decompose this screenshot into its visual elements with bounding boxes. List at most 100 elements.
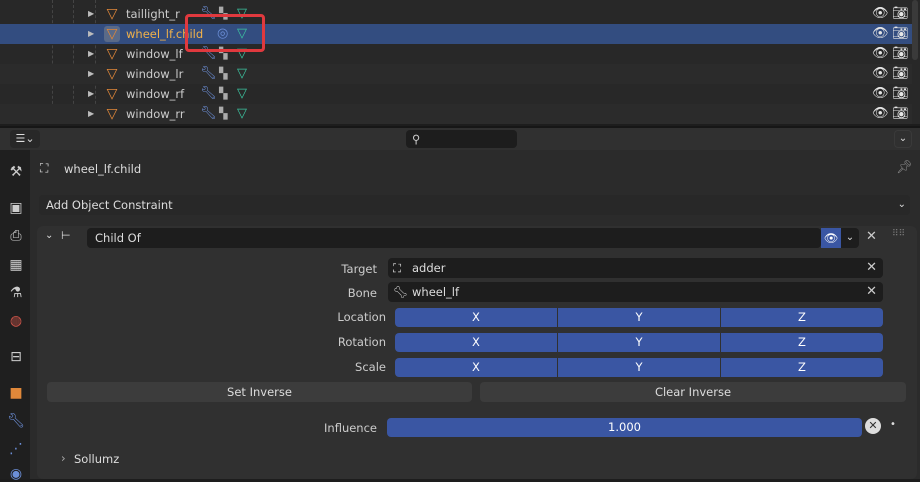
editor-type-button[interactable]: ☰⌄: [10, 130, 40, 148]
render-camera-icon[interactable]: 📷︎: [892, 6, 909, 21]
target-label: Target: [341, 262, 377, 276]
render-camera-icon[interactable]: 📷︎: [892, 26, 909, 41]
vertex-groups-icon[interactable]: ▚: [219, 7, 228, 20]
expand-arrow-icon[interactable]: ▶: [88, 49, 95, 58]
rotation-x-toggle[interactable]: X: [395, 333, 557, 352]
chevron-down-icon: ⌄: [897, 199, 906, 210]
drag-handle-icon[interactable]: ⠿⠿: [892, 229, 906, 239]
clear-inverse-button[interactable]: Clear Inverse: [480, 382, 906, 402]
bone-field[interactable]: 🦴︎ wheel_lf ✕: [388, 282, 883, 302]
mesh-data-icon[interactable]: ▽: [237, 66, 247, 81]
visibility-eye-icon[interactable]: 👁︎: [872, 46, 889, 61]
add-object-constraint-dropdown[interactable]: Add Object Constraint ⌄: [39, 195, 910, 215]
rotation-z-toggle[interactable]: Z: [721, 333, 883, 352]
modifier-wrench-icon[interactable]: 🔧︎: [200, 86, 217, 101]
visibility-eye-icon[interactable]: 👁︎: [872, 66, 889, 81]
visibility-eye-icon[interactable]: 👁︎: [872, 6, 889, 21]
object-tab-icon[interactable]: ■: [9, 385, 23, 401]
expand-arrow-icon[interactable]: ▶: [88, 29, 95, 38]
object-name[interactable]: window_lr: [126, 67, 184, 81]
constraint-menu-chevron-icon[interactable]: ⌄: [841, 228, 859, 248]
scale-y-toggle[interactable]: Y: [558, 358, 720, 377]
render-camera-icon[interactable]: 📷︎: [892, 66, 909, 81]
collection-tab-icon[interactable]: ⊟: [10, 349, 22, 365]
render-camera-icon[interactable]: 📷︎: [892, 46, 909, 61]
vertex-groups-icon[interactable]: ▚: [219, 47, 228, 60]
constraint-name-field[interactable]: Child Of: [87, 228, 821, 248]
set-inverse-button[interactable]: Set Inverse: [47, 382, 472, 402]
scale-x-toggle[interactable]: X: [395, 358, 557, 377]
object-name[interactable]: taillight_r: [126, 7, 180, 21]
vertex-groups-icon[interactable]: ▚: [219, 67, 228, 80]
modifier-wrench-icon[interactable]: 🔧︎: [200, 6, 217, 21]
outliner-scrollbar[interactable]: [912, 0, 918, 60]
outliner-row[interactable]: ▶ ▽ window_rr 🔧︎ ▚ ▽ 👁︎ 📷︎: [0, 104, 912, 124]
mesh-data-icon[interactable]: ▽: [237, 6, 247, 21]
influence-label: Influence: [324, 421, 377, 435]
options-dropdown[interactable]: ⌄: [894, 130, 912, 148]
scale-z-toggle[interactable]: Z: [721, 358, 883, 377]
collapse-chevron-icon[interactable]: ⌄: [45, 230, 54, 241]
visibility-eye-icon[interactable]: 👁︎: [872, 26, 889, 41]
enable-eye-icon[interactable]: 👁︎: [821, 228, 841, 248]
delete-constraint-icon[interactable]: ✕: [866, 229, 877, 244]
expand-arrow-icon[interactable]: ▶: [88, 109, 95, 118]
sollumz-panel-header[interactable]: Sollumz: [74, 452, 120, 466]
mesh-data-icon[interactable]: ▽: [237, 86, 247, 101]
outliner-row[interactable]: ▶ ▽ wheel_lf.child ◎ ▽ 👁︎ 📷︎: [0, 24, 912, 44]
object-name[interactable]: window_rf: [126, 87, 185, 101]
render-tab-icon[interactable]: ▣: [9, 200, 23, 216]
particles-tab-icon[interactable]: ⋰: [9, 441, 23, 457]
tool-tab-icon[interactable]: ⚒: [9, 164, 23, 180]
physics-tab-icon[interactable]: ◉: [9, 466, 23, 482]
mesh-data-icon[interactable]: ▽: [237, 26, 247, 41]
disable-keep-transform-icon[interactable]: ✕: [865, 418, 881, 434]
expand-arrow-icon[interactable]: ▶: [88, 89, 95, 98]
keyframe-dot-icon[interactable]: •: [890, 419, 896, 430]
object-name[interactable]: window_rr: [126, 107, 185, 121]
visibility-eye-icon[interactable]: 👁︎: [872, 106, 889, 121]
outliner-row[interactable]: ▶ ▽ window_rf 🔧︎ ▚ ▽ 👁︎ 📷︎: [0, 84, 912, 104]
target-field[interactable]: ⛶ adder ✕: [388, 258, 883, 278]
clear-target-icon[interactable]: ✕: [866, 260, 877, 275]
annotation-highlight-box: [185, 14, 265, 52]
outliner: ▶ ▽ taillight_r 🔧︎ ▚ ▽ 👁︎ 📷︎ ▶ ▽ wheel_lf.child ◎ ▽ 👁…: [0, 0, 920, 124]
vertex-groups-icon[interactable]: ▚: [219, 87, 228, 100]
search-input[interactable]: ⚲: [406, 130, 517, 148]
view-layer-tab-icon[interactable]: ▦: [9, 257, 23, 273]
modifier-wrench-icon[interactable]: 🔧︎: [200, 66, 217, 81]
expand-chevron-icon[interactable]: ›: [61, 451, 66, 465]
object-name[interactable]: window_lf: [126, 47, 183, 61]
location-y-toggle[interactable]: Y: [558, 308, 720, 327]
pin-icon[interactable]: 📌︎: [896, 160, 913, 175]
constraint-icon[interactable]: ◎: [217, 26, 229, 41]
outliner-row[interactable]: ▶ ▽ taillight_r 🔧︎ ▚ ▽ 👁︎ 📷︎: [0, 4, 912, 24]
visibility-eye-icon[interactable]: 👁︎: [872, 86, 889, 101]
mesh-data-icon[interactable]: ▽: [237, 46, 247, 61]
rotation-y-toggle[interactable]: Y: [558, 333, 720, 352]
location-z-toggle[interactable]: Z: [721, 308, 883, 327]
location-x-toggle[interactable]: X: [395, 308, 557, 327]
mesh-object-icon: ▽: [104, 26, 120, 42]
world-tab-icon[interactable]: ◍: [9, 313, 23, 329]
expand-arrow-icon[interactable]: ▶: [88, 9, 95, 18]
outliner-row[interactable]: ▶ ▽ window_lf 🔧︎ ▚ ▽ 👁︎ 📷︎: [0, 44, 912, 64]
object-name[interactable]: wheel_lf.child: [126, 27, 204, 41]
render-camera-icon[interactable]: 📷︎: [892, 106, 909, 121]
influence-slider[interactable]: 1.000: [387, 418, 862, 437]
scene-tab-icon[interactable]: ⚗: [9, 285, 23, 301]
clear-bone-icon[interactable]: ✕: [866, 284, 877, 299]
expand-arrow-icon[interactable]: ▶: [88, 69, 95, 78]
output-tab-icon[interactable]: ⎙: [10, 228, 22, 244]
mesh-object-icon: ▽: [106, 66, 118, 82]
mesh-data-icon[interactable]: ▽: [237, 106, 247, 121]
render-camera-icon[interactable]: 📷︎: [892, 86, 909, 101]
modifier-wrench-icon[interactable]: 🔧︎: [200, 106, 217, 121]
object-icon: ⛶: [40, 161, 49, 175]
vertex-groups-icon[interactable]: ▚: [219, 107, 228, 120]
modifier-tab-icon[interactable]: 🔧︎: [7, 413, 25, 429]
outliner-row[interactable]: ▶ ▽ window_lr 🔧︎ ▚ ▽ 👁︎ 📷︎: [0, 64, 912, 84]
